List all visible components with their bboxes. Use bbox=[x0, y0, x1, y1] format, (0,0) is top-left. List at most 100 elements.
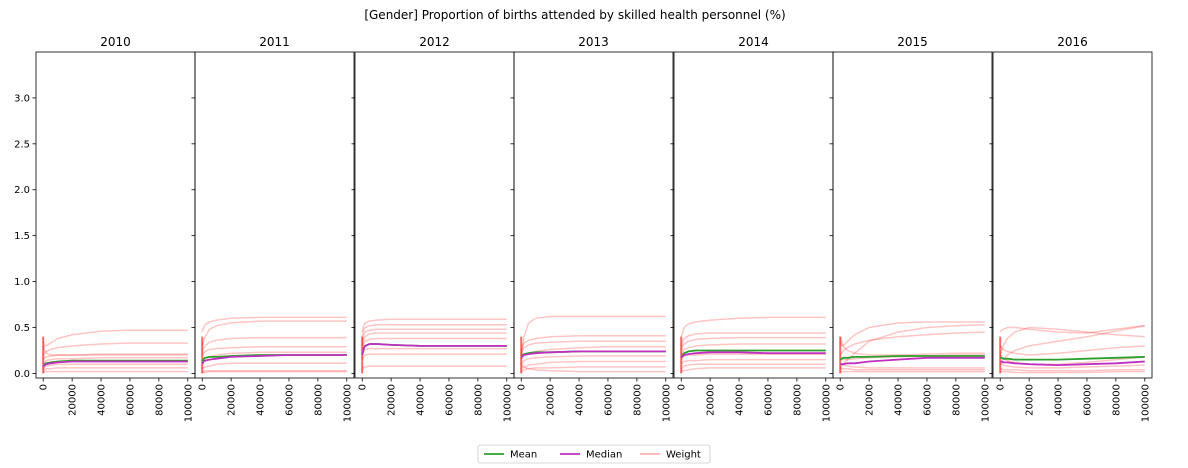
x-tick-label: 0 bbox=[39, 384, 50, 390]
panel-frame bbox=[513, 51, 674, 379]
x-tick-label: 80000 bbox=[313, 384, 324, 416]
y-tick-label: 2.0 bbox=[14, 185, 30, 196]
chart-title: [Gender] Proportion of births attended b… bbox=[364, 8, 785, 22]
y-tick-label: 0.0 bbox=[14, 369, 30, 380]
panel-title-2016: 2016 bbox=[1057, 35, 1088, 49]
weight-lines-2016 bbox=[999, 324, 1145, 374]
weight-line bbox=[520, 360, 666, 370]
weight-line bbox=[680, 316, 826, 337]
weight-line bbox=[999, 326, 1145, 356]
weight-line bbox=[839, 331, 985, 356]
panel-frame bbox=[35, 51, 196, 379]
x-tick-label: 60000 bbox=[923, 384, 934, 416]
x-tick-label: 0 bbox=[996, 384, 1007, 390]
panel-title-2014: 2014 bbox=[738, 35, 769, 49]
x-tick-label: 40000 bbox=[97, 384, 108, 416]
x-tick-label: 20000 bbox=[387, 384, 398, 416]
x-tick-label: 100000 bbox=[1140, 384, 1151, 422]
weight-line bbox=[520, 363, 666, 373]
x-tick-label: 40000 bbox=[735, 384, 746, 416]
legend-label-median: Median bbox=[586, 450, 622, 461]
weight-line bbox=[361, 323, 507, 337]
x-tick-label: 0 bbox=[517, 384, 528, 390]
x-tick-label: 0 bbox=[836, 384, 847, 390]
weight-line bbox=[520, 335, 666, 351]
panel-title-2012: 2012 bbox=[419, 35, 450, 49]
weight-line bbox=[361, 328, 507, 342]
x-tick-label: 80000 bbox=[154, 384, 165, 416]
weight-line bbox=[999, 324, 1145, 334]
weight-line bbox=[520, 366, 666, 373]
x-tick-label: 80000 bbox=[951, 384, 962, 416]
median-line-2014 bbox=[680, 351, 826, 359]
x-tick-label: 60000 bbox=[126, 384, 137, 416]
weight-line bbox=[201, 351, 347, 363]
panel-title-2013: 2013 bbox=[578, 35, 609, 49]
x-tick-label: 80000 bbox=[473, 384, 484, 416]
median-line-2016 bbox=[1000, 360, 1145, 367]
weight-line bbox=[42, 342, 188, 356]
panel-2013: 2013 0 20000 40000 60000 80000 100000 bbox=[510, 35, 674, 422]
panel-frame bbox=[832, 51, 993, 379]
x-tick-label: 100000 bbox=[183, 384, 194, 422]
panel-2011: 2011 0 20000 40000 60000 80000 100000 bbox=[191, 35, 355, 422]
x-tick-label: 60000 bbox=[1083, 384, 1094, 416]
weight-line bbox=[361, 332, 507, 347]
weight-line bbox=[520, 340, 666, 356]
weight-line bbox=[840, 368, 985, 371]
weight-line bbox=[680, 343, 826, 356]
weight-line bbox=[201, 336, 347, 351]
weight-lines-2011 bbox=[201, 316, 347, 374]
weight-line bbox=[1000, 363, 1145, 369]
weight-lines-2010 bbox=[42, 329, 188, 374]
y-tick-label: 1.0 bbox=[14, 277, 30, 288]
weight-line bbox=[42, 367, 188, 372]
weight-line bbox=[201, 346, 347, 356]
weight-line bbox=[680, 353, 826, 361]
panel-title-2011: 2011 bbox=[259, 35, 290, 49]
x-tick-label: 80000 bbox=[632, 384, 643, 416]
x-tick-label: 60000 bbox=[604, 384, 615, 416]
weight-line bbox=[680, 332, 826, 347]
weight-line bbox=[361, 365, 507, 370]
x-tick-label: 100000 bbox=[342, 384, 353, 422]
weight-line bbox=[42, 354, 188, 361]
weight-line bbox=[839, 321, 985, 347]
weight-line bbox=[520, 315, 666, 356]
median-line-2015 bbox=[840, 356, 985, 366]
mean-line-2016 bbox=[1000, 356, 1145, 361]
weight-line bbox=[361, 318, 507, 333]
panel-frame bbox=[194, 51, 355, 379]
x-tick-label: 20000 bbox=[546, 384, 557, 416]
x-tick-label: 100000 bbox=[980, 384, 991, 422]
weight-line bbox=[42, 363, 188, 370]
weight-line bbox=[361, 353, 507, 360]
weight-line bbox=[839, 323, 985, 370]
weight-lines-2012 bbox=[361, 318, 507, 374]
x-tick-label: 20000 bbox=[865, 384, 876, 416]
x-tick-label: 0 bbox=[358, 384, 369, 390]
mean-line-2015 bbox=[839, 355, 985, 361]
weight-line bbox=[201, 362, 347, 370]
panel-2014: 2014 0 20000 40000 60000 80000 100000 bbox=[670, 35, 834, 422]
x-tick-label: 100000 bbox=[502, 384, 513, 422]
legend: Mean Median Weight bbox=[477, 444, 711, 464]
legend-label-weight: Weight bbox=[666, 450, 701, 461]
panel-2012: 2012 0 20000 40000 60000 80000 100000 bbox=[351, 35, 515, 422]
x-tick-label: 60000 bbox=[445, 384, 456, 416]
weight-line bbox=[680, 358, 826, 365]
weight-line bbox=[42, 357, 188, 365]
y-tick-label: 3.0 bbox=[14, 93, 30, 104]
weight-line bbox=[1000, 370, 1145, 374]
x-tick-label: 100000 bbox=[821, 384, 832, 422]
weight-line bbox=[202, 370, 347, 374]
x-tick-label: 60000 bbox=[764, 384, 775, 416]
x-tick-label: 20000 bbox=[227, 384, 238, 416]
panel-2010: 2010 0 20000 40000 60000 80000 100000 0.0 0.5 1.0… bbox=[14, 35, 196, 422]
median-line-2013 bbox=[520, 350, 666, 359]
weight-lines-2013 bbox=[520, 315, 666, 374]
median-line-2011 bbox=[201, 354, 347, 365]
weight-line bbox=[202, 369, 347, 373]
x-tick-label: 20000 bbox=[706, 384, 717, 416]
